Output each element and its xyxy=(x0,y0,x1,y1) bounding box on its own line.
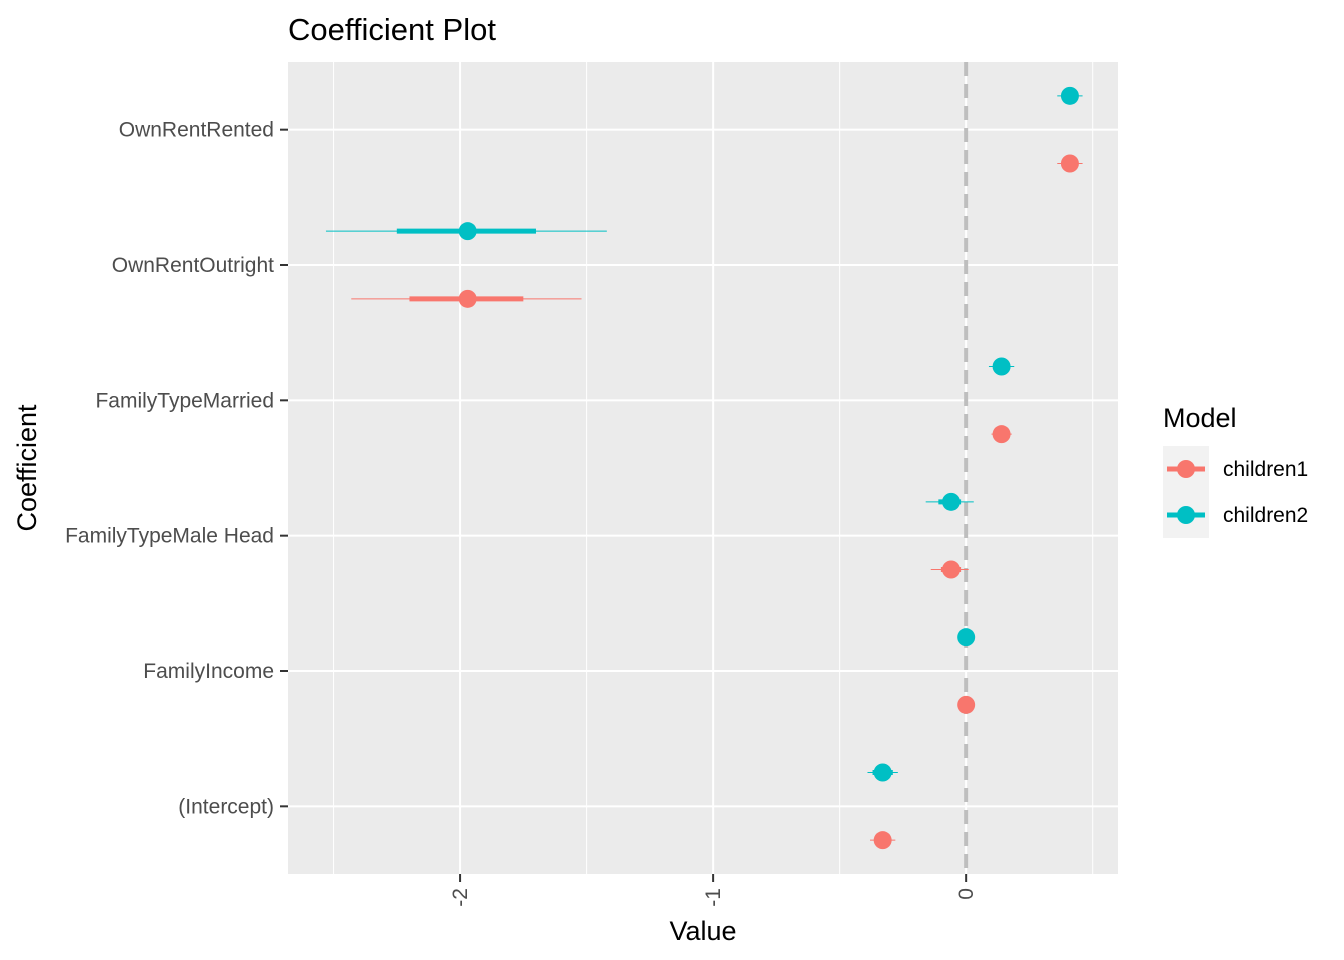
estimate-point xyxy=(957,695,976,714)
estimate-point xyxy=(957,628,976,647)
major-gridlines xyxy=(288,62,1118,874)
x-tick-label: -2 xyxy=(449,888,472,907)
y-tick-label: (Intercept) xyxy=(178,795,274,818)
estimate-point xyxy=(458,289,477,308)
x-axis-title: Value xyxy=(669,916,736,946)
legend-title: Model xyxy=(1163,403,1237,433)
y-tick-label: OwnRentRented xyxy=(119,119,274,142)
legend: Model children1 children2 xyxy=(1163,403,1308,538)
x-axis: -2 -1 0 xyxy=(449,874,978,907)
y-tick-label: OwnRentOutright xyxy=(112,254,274,277)
estimate-point xyxy=(992,425,1011,444)
estimate-point xyxy=(873,763,892,782)
estimate-point xyxy=(458,222,477,241)
estimate-point xyxy=(1060,86,1079,105)
plot-panel xyxy=(288,62,1118,874)
coefficient-marks xyxy=(325,86,1083,850)
estimate-point xyxy=(1060,154,1079,173)
y-tick-label: FamilyTypeMale Head xyxy=(65,525,274,548)
y-tick-label: FamilyIncome xyxy=(143,660,274,683)
legend-items: children1 children2 xyxy=(1163,446,1308,538)
y-tick-label: FamilyTypeMarried xyxy=(95,389,274,412)
legend-key-point xyxy=(1177,506,1195,524)
estimate-point xyxy=(941,560,960,579)
legend-key-point xyxy=(1177,460,1195,478)
x-tick-label: 0 xyxy=(955,888,978,900)
estimate-point xyxy=(873,831,892,850)
y-axis-title: Coefficient xyxy=(12,404,42,532)
x-tick-label: -1 xyxy=(702,888,725,907)
y-axis: (Intercept) FamilyIncome FamilyTypeMale He… xyxy=(65,119,288,818)
legend-label: children1 xyxy=(1223,458,1308,481)
minor-gridlines xyxy=(333,62,1094,874)
estimate-point xyxy=(992,357,1011,376)
estimate-point xyxy=(941,492,960,511)
legend-label: children2 xyxy=(1223,504,1308,527)
chart-title: Coefficient Plot xyxy=(288,12,496,47)
